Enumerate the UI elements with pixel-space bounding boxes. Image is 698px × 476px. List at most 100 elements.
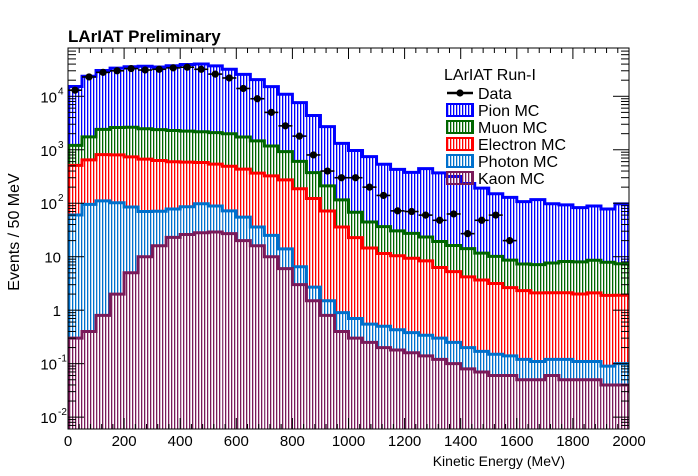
- legend-entry-muon-mc: Muon MC: [446, 120, 547, 137]
- kaon-mc-bar-hatch: [376, 347, 391, 429]
- y-tick-label: 10: [44, 250, 61, 267]
- legend-entry-data: Data: [447, 86, 512, 103]
- data-point: [183, 63, 191, 71]
- y-axis-label: Events / 50 MeV: [6, 173, 23, 291]
- legend-swatch-marker: [456, 89, 464, 97]
- x-tick-label: 1200: [388, 433, 421, 450]
- data-point: [113, 67, 121, 75]
- kaon-mc-bar-hatch: [348, 338, 363, 429]
- y-tick-label: 10: [40, 196, 57, 213]
- kaon-mc-bar-hatch: [544, 375, 559, 429]
- kaon-mc-bar-hatch: [446, 363, 461, 429]
- kaon-mc-bar-hatch: [194, 232, 209, 429]
- legend-swatch: [446, 103, 474, 117]
- pion-mc-bar-hatch: [629, 213, 643, 429]
- kaon-mc-bar-hatch: [558, 379, 573, 429]
- kaon-mc-bar-hatch: [96, 315, 111, 429]
- data-point: [211, 70, 219, 78]
- legend-entry-pion-mc: Pion MC: [446, 103, 539, 120]
- data-point: [71, 86, 79, 94]
- x-tick-label: 1400: [444, 433, 477, 450]
- kaon-mc-bar-hatch: [614, 384, 629, 429]
- legend-label: Kaon MC: [478, 171, 545, 188]
- muon-mc-bar: [643, 342, 657, 429]
- pion-mc-bar: [629, 213, 643, 429]
- data-point: [127, 64, 135, 73]
- y-tick-exponent: 2: [58, 193, 64, 204]
- electron-mc-outline: [68, 153, 629, 429]
- data-point: [464, 230, 472, 238]
- y-tick-label: 10: [40, 89, 57, 106]
- legend-label: Muon MC: [478, 120, 547, 137]
- y-tick-label: 10: [40, 410, 57, 427]
- muon-mc-bar-hatch: [643, 342, 657, 429]
- x-tick-label: 200: [112, 433, 137, 450]
- y-tick-exponent: 4: [58, 86, 64, 97]
- pion-mc-bar: [643, 326, 657, 429]
- chart-title: LArIAT Preliminary: [68, 27, 221, 46]
- kaon-mc-bar-hatch: [264, 256, 279, 429]
- kaon-mc-outline: [68, 230, 629, 429]
- muon-mc-bar-hatch: [629, 266, 643, 429]
- kaon-mc-bar-hatch: [474, 371, 489, 429]
- legend-label: Electron MC: [478, 137, 566, 154]
- data-point: [239, 84, 247, 93]
- data-point: [99, 68, 107, 76]
- data-point: [379, 191, 388, 200]
- data-point: [492, 211, 500, 219]
- data-point: [169, 64, 177, 72]
- photon-mc-bar-hatch: [629, 372, 643, 429]
- muon-mc-outline: [68, 125, 629, 429]
- legend-entry-electron-mc: Electron MC: [446, 137, 566, 154]
- kaon-mc-bar-hatch: [530, 379, 545, 429]
- data-point: [225, 74, 233, 82]
- data-point: [267, 108, 275, 116]
- x-axis-label: Kinetic Energy (MeV): [433, 453, 565, 469]
- kaon-mc-bar-hatch: [334, 331, 349, 429]
- kaon-mc-bar-hatch: [404, 352, 419, 429]
- x-tick-label: 400: [168, 433, 193, 450]
- kaon-mc-bar-hatch: [390, 350, 405, 429]
- legend-label: Data: [478, 86, 512, 103]
- data-point: [253, 95, 261, 103]
- electron-mc-bar: [643, 354, 657, 429]
- kaon-mc-bar-hatch: [502, 375, 517, 429]
- legend-swatch: [446, 171, 474, 185]
- data-point: [197, 65, 205, 73]
- kaon-mc-bar-hatch: [362, 342, 377, 429]
- photon-mc-outline: [68, 199, 629, 429]
- kaon-mc-bar-hatch: [250, 245, 265, 429]
- pion-mc-bar-hatch: [643, 326, 657, 429]
- kaon-mc-bar-hatch: [68, 338, 83, 429]
- legend-swatch: [446, 137, 474, 151]
- legend-title: LArIAT Run-I: [444, 67, 536, 84]
- photon-mc-bar: [629, 372, 643, 429]
- data-point: [436, 216, 444, 224]
- data-point: [141, 66, 149, 74]
- legend-swatch: [446, 154, 474, 168]
- kaon-mc-bar-hatch: [208, 231, 223, 429]
- kaon-mc-bar-hatch: [222, 233, 237, 429]
- kaon-mc-bar-hatch: [488, 375, 503, 429]
- data-point: [450, 210, 458, 218]
- data-point: [309, 151, 318, 159]
- data-point: [323, 167, 332, 175]
- histogram-bars: [68, 63, 657, 429]
- y-tick-label: 1: [53, 303, 61, 320]
- y-tick-label: 10: [40, 143, 57, 160]
- kaon-mc-bar-hatch: [418, 355, 433, 429]
- data-point: [365, 183, 374, 191]
- x-tick-label: 0: [64, 433, 72, 450]
- data-point: [422, 211, 430, 219]
- x-tick-label: 1800: [556, 433, 589, 450]
- y-tick-exponent: 3: [58, 140, 64, 151]
- kaon-mc-bar-hatch: [180, 234, 195, 429]
- legend-entry-kaon-mc: Kaon MC: [446, 171, 545, 188]
- kaon-mc-bar-hatch: [586, 379, 601, 429]
- kaon-mc-bar-hatch: [292, 284, 307, 429]
- x-axis: 0 200 400 600 800 1000 1200 1400 1600 1800 2000: [64, 48, 646, 450]
- kaon-mc-bar-hatch: [629, 392, 643, 429]
- x-tick-label: 600: [224, 433, 249, 450]
